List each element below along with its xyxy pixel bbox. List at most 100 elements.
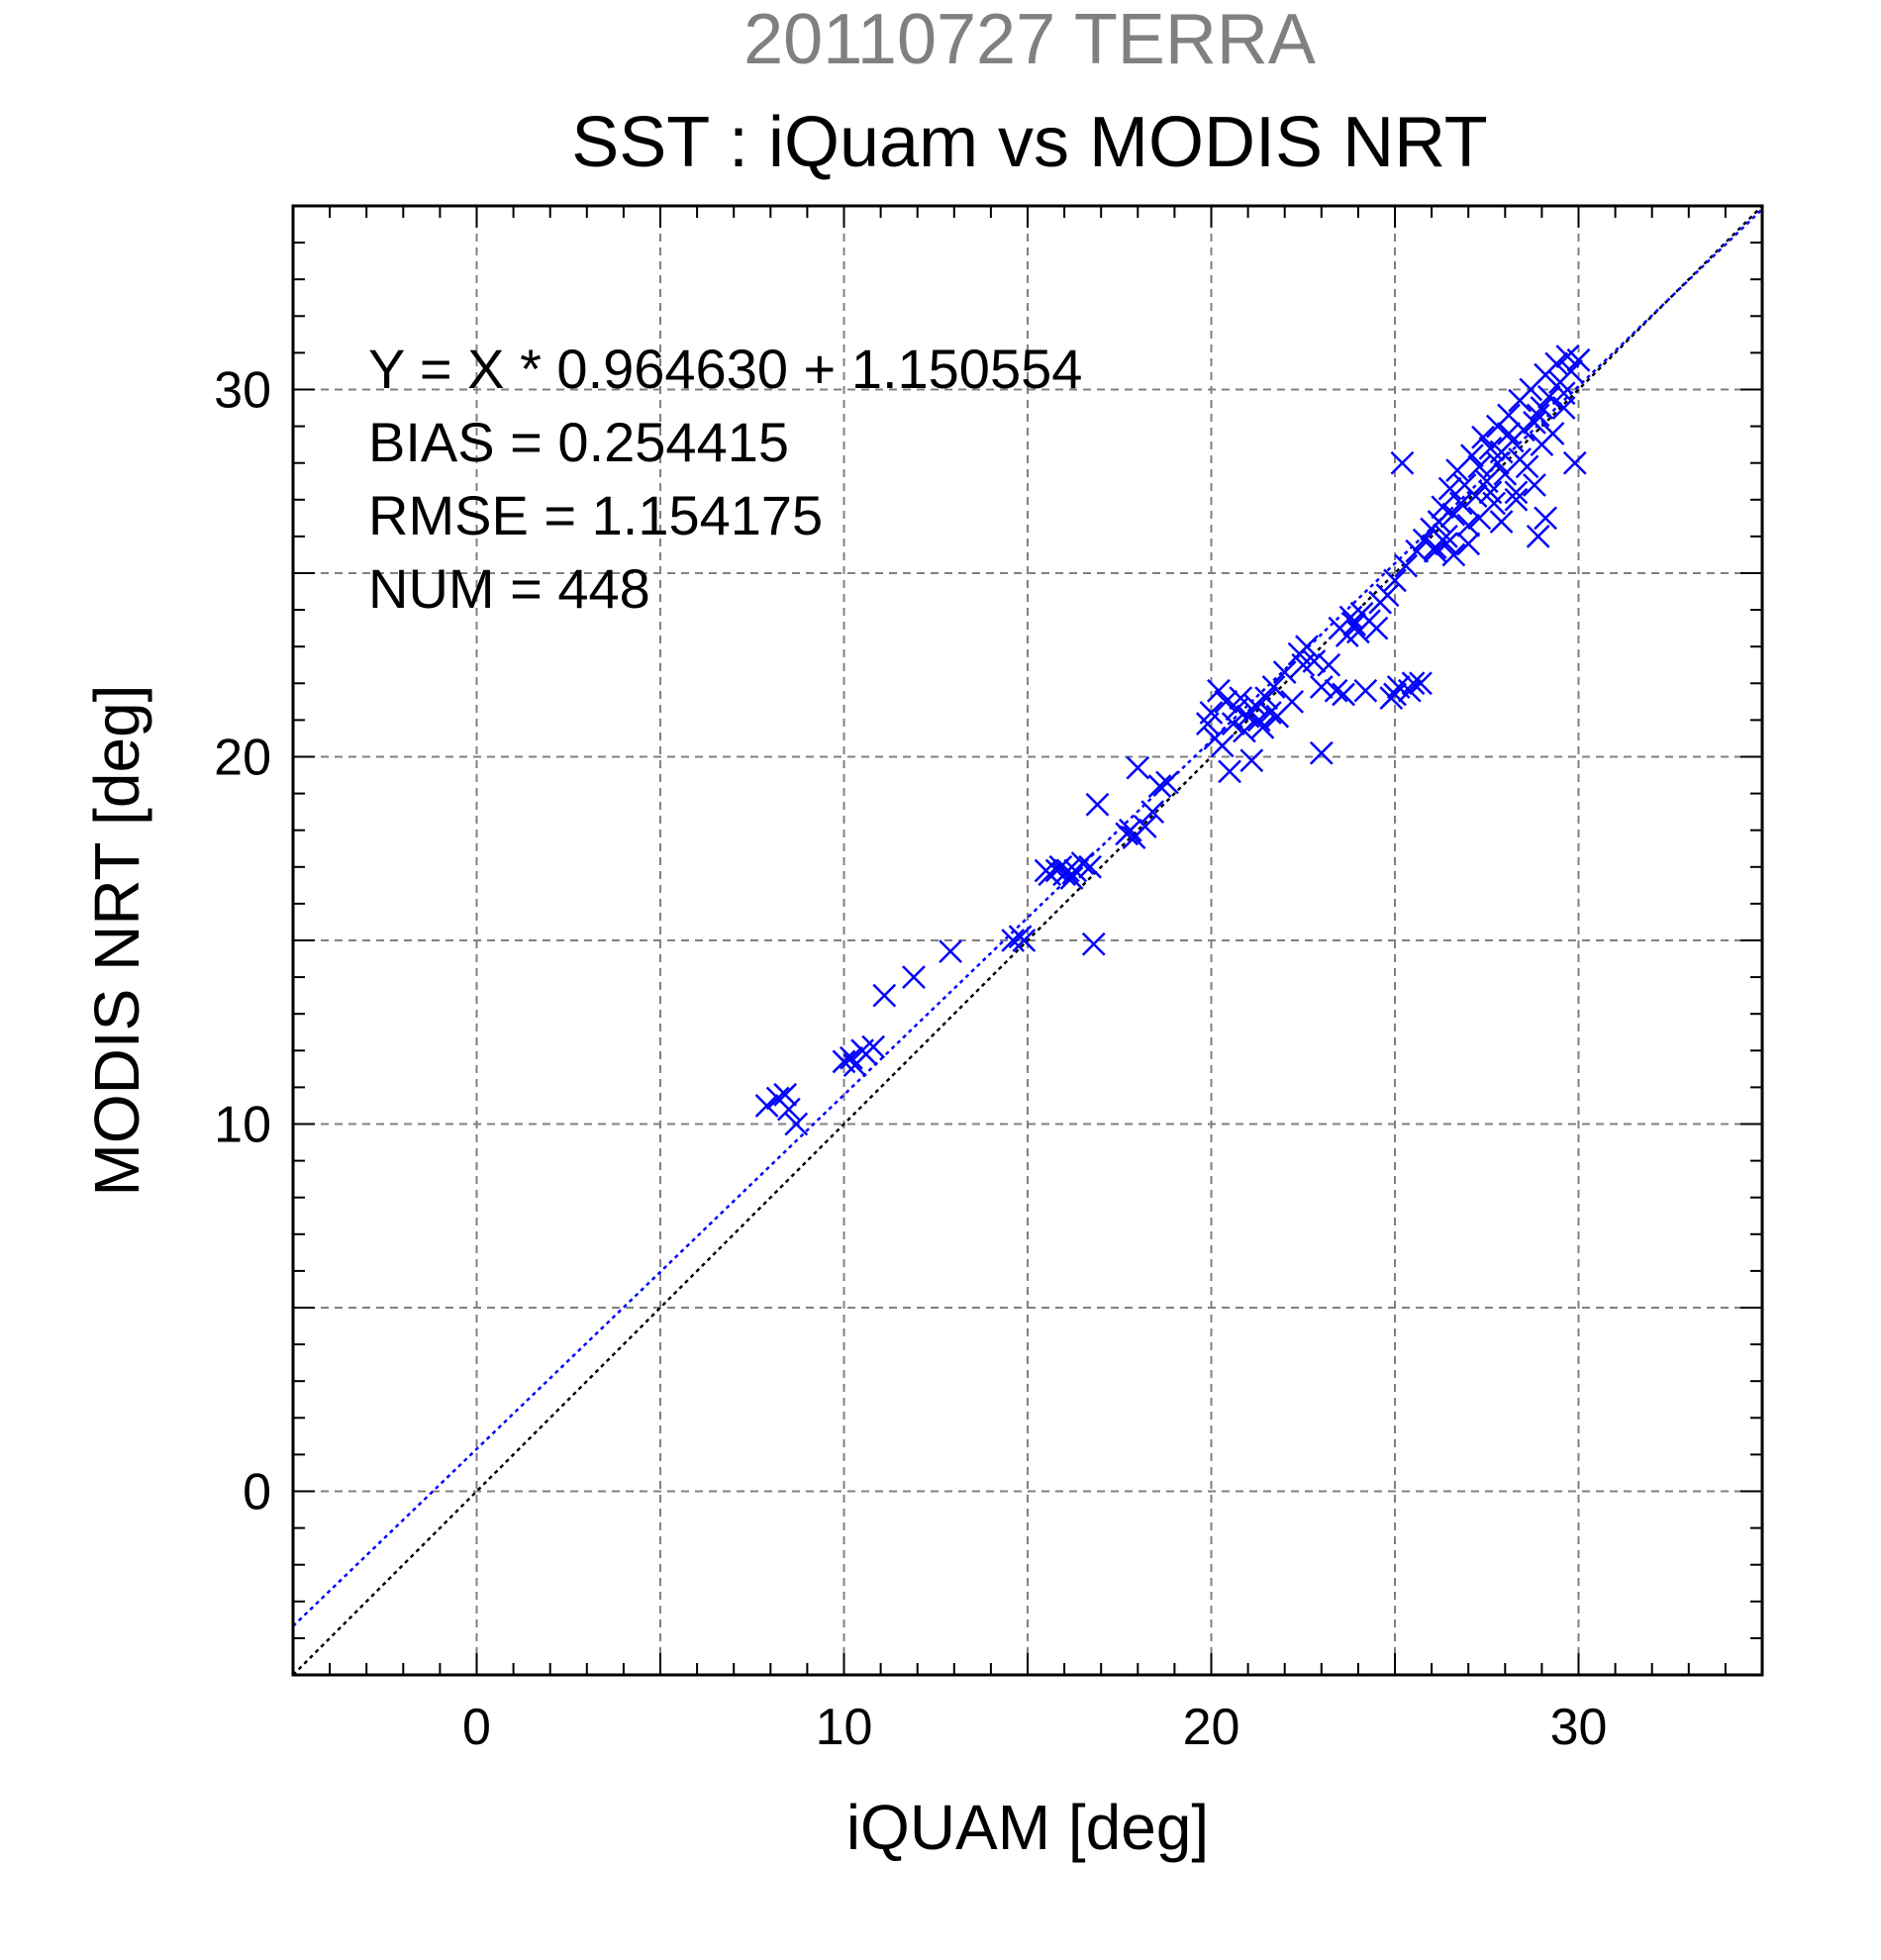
- data-point: [1530, 396, 1554, 420]
- data-point: [1070, 851, 1095, 875]
- data-point: [1309, 675, 1334, 699]
- data-point: [1441, 502, 1466, 527]
- data-point: [1118, 818, 1142, 842]
- data-point: [1562, 450, 1587, 475]
- data-point: [1295, 635, 1319, 659]
- data-point: [1508, 447, 1533, 471]
- data-point: [754, 1094, 779, 1118]
- data-point: [1448, 491, 1473, 516]
- data-point: [1463, 484, 1488, 508]
- data-point: [1239, 748, 1264, 773]
- identity-line: [292, 205, 1763, 1676]
- data-point: [1218, 759, 1241, 784]
- data-point: [1302, 649, 1327, 673]
- data-point: [1435, 525, 1458, 548]
- data-point: [1221, 712, 1245, 735]
- data-points: [754, 344, 1591, 1136]
- data-point: [1441, 542, 1466, 567]
- data-point: [1257, 701, 1282, 725]
- data-point: [1559, 359, 1583, 383]
- data-point: [1207, 678, 1231, 703]
- data-point: [1460, 443, 1484, 468]
- data-point: [1423, 539, 1447, 563]
- data-point: [1504, 480, 1529, 505]
- data-point: [1544, 351, 1569, 376]
- data-point: [1536, 385, 1561, 409]
- data-point: [1140, 800, 1165, 825]
- data-point: [1523, 411, 1546, 435]
- data-point: [1467, 506, 1492, 531]
- chart-title: SST : iQuam vs MODIS NRT: [571, 103, 1488, 182]
- data-point: [1375, 583, 1400, 608]
- data-point: [1332, 682, 1355, 707]
- x-tick-label: 0: [462, 1699, 491, 1756]
- data-point: [1364, 616, 1389, 640]
- reference-lines: [292, 205, 1763, 1676]
- data-point: [1309, 740, 1334, 765]
- data-point: [1055, 858, 1080, 883]
- stat-equation: Y = X * 0.964630 + 1.150554: [368, 338, 1082, 400]
- y-tick-label: 30: [214, 362, 271, 420]
- data-point: [1147, 774, 1172, 799]
- data-point: [939, 939, 962, 964]
- data-point: [1272, 660, 1297, 685]
- data-point: [1471, 425, 1495, 449]
- data-point: [872, 983, 897, 1008]
- y-tick-label: 0: [243, 1464, 271, 1521]
- y-tick-label: 10: [214, 1097, 271, 1154]
- data-point: [1437, 476, 1462, 501]
- data-point: [1133, 815, 1157, 838]
- data-point: [1397, 678, 1422, 703]
- stat-num: NUM = 448: [368, 557, 650, 620]
- data-point: [1401, 671, 1426, 696]
- x-tick-label: 10: [816, 1699, 873, 1756]
- data-point: [840, 1045, 863, 1070]
- data-point: [1001, 929, 1026, 952]
- data-point: [1540, 422, 1565, 445]
- data-point: [1317, 652, 1341, 677]
- data-point: [1390, 450, 1415, 475]
- data-point: [1229, 686, 1253, 711]
- data-point: [1526, 525, 1550, 548]
- stat-rmse: RMSE = 1.154175: [368, 484, 823, 546]
- data-point: [1254, 686, 1279, 711]
- data-point: [1199, 701, 1224, 725]
- data-point: [1250, 715, 1275, 739]
- data-point: [1534, 506, 1557, 531]
- data-point: [776, 1097, 801, 1122]
- plot-frame: [291, 204, 1764, 1677]
- data-point: [1342, 613, 1367, 637]
- data-point: [1383, 568, 1407, 593]
- data-point: [1497, 422, 1521, 445]
- data-point: [1085, 792, 1110, 817]
- data-point: [1012, 929, 1037, 952]
- axis-ticks: [293, 206, 1762, 1675]
- data-point: [1210, 734, 1235, 758]
- data-point: [1456, 513, 1481, 538]
- data-point: [1233, 719, 1256, 743]
- chart-supertitle: 20110727 TERRA: [743, 0, 1316, 79]
- data-point: [1409, 671, 1433, 696]
- data-point: [1427, 510, 1451, 534]
- data-point: [1155, 770, 1179, 795]
- stat-bias: BIAS = 0.254415: [368, 411, 789, 473]
- data-point: [1435, 532, 1458, 556]
- data-point: [1478, 480, 1503, 505]
- data-point: [1405, 539, 1430, 563]
- data-point: [1246, 708, 1271, 733]
- data-point: [861, 1034, 886, 1059]
- data-point: [1523, 473, 1546, 497]
- data-point: [1126, 755, 1150, 780]
- y-tick-label: 20: [214, 730, 271, 787]
- data-point: [784, 1112, 809, 1136]
- data-point: [1431, 495, 1455, 520]
- data-point: [1059, 866, 1084, 890]
- data-point: [1383, 682, 1407, 707]
- x-tick-label: 30: [1550, 1699, 1608, 1756]
- data-point: [1078, 854, 1102, 879]
- data-point: [1243, 693, 1267, 718]
- y-axis-label: MODIS NRT [deg]: [81, 685, 152, 1197]
- data-point: [1467, 454, 1492, 479]
- data-point: [773, 1082, 798, 1107]
